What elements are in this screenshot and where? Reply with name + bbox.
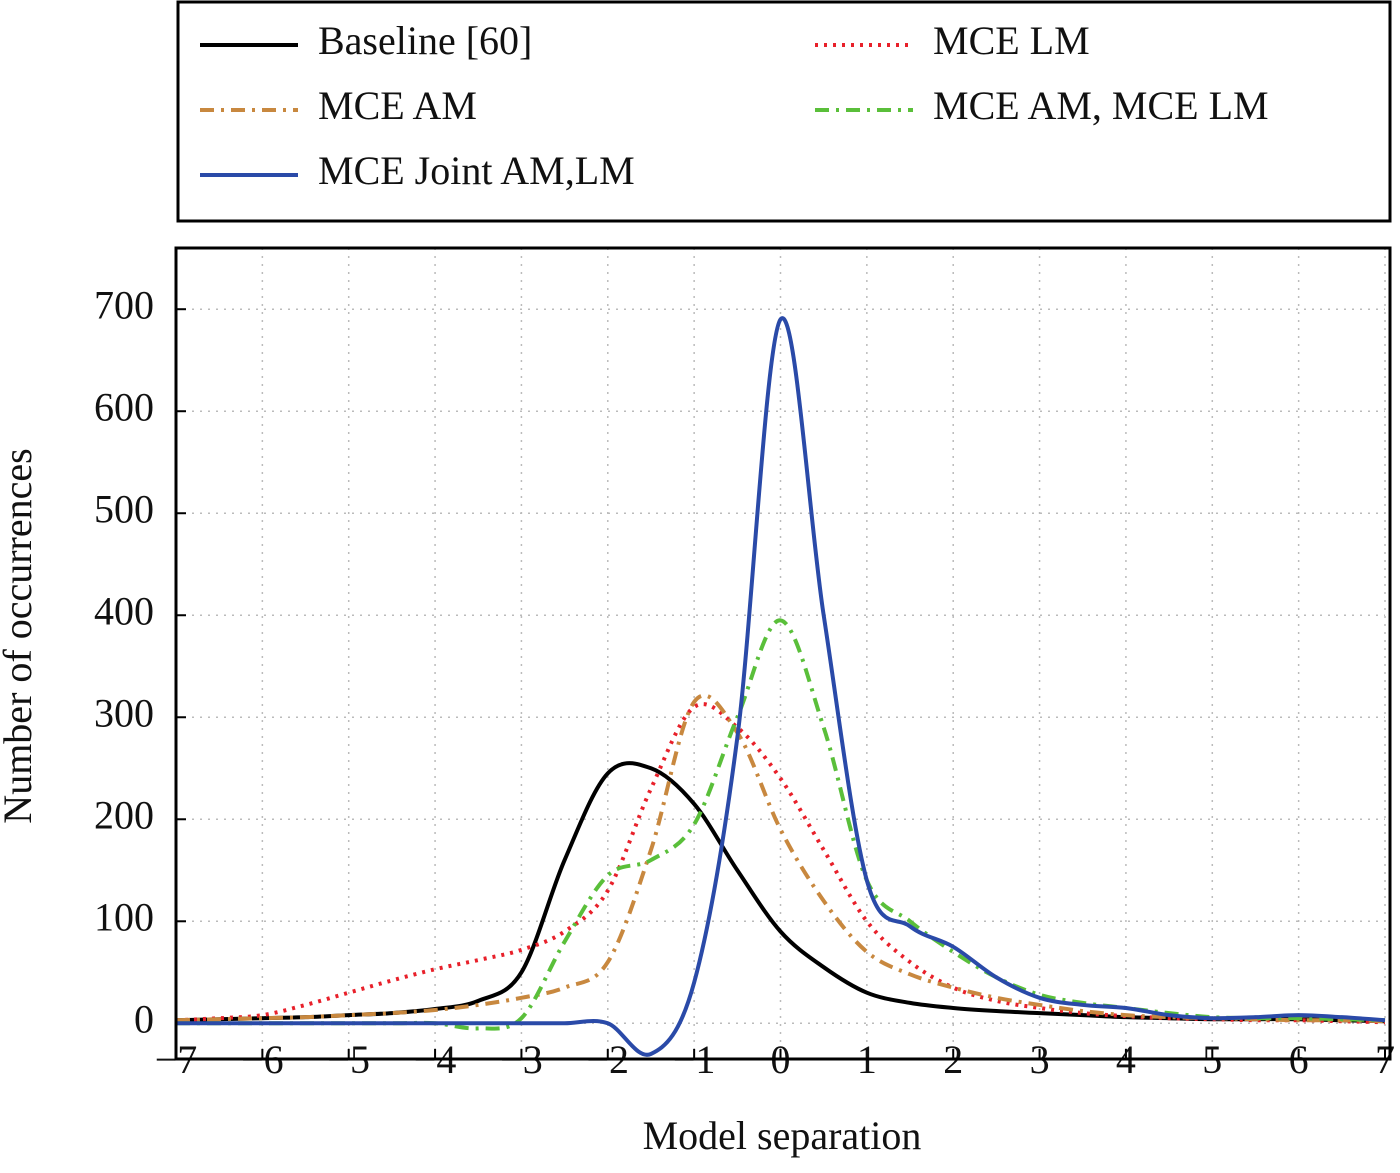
legend-label: MCE LM [933,18,1090,63]
line-series [175,316,1386,1057]
y-tick-label: 700 [94,282,154,327]
y-tick-label: 100 [94,894,154,939]
y-axis-label: Number of occurrences [0,448,40,823]
y-tick-label: 400 [94,588,154,633]
y-tick-label: 0 [134,996,154,1041]
legend-label: MCE AM, MCE LM [933,83,1269,128]
legend-label: MCE Joint AM,LM [318,148,635,193]
plot-frame [174,246,1392,1061]
x-axis-label: Model separation [643,1113,922,1158]
legend-box [176,0,1392,223]
y-tick-label: 300 [94,690,154,735]
line-series [175,702,1386,1025]
y-tick-label: 500 [94,486,154,531]
y-tick-label: 200 [94,792,154,837]
legend-label: MCE AM [318,83,477,128]
line-series [175,618,1386,1031]
y-tick-label: 600 [94,384,154,429]
legend-label: Baseline [60] [318,18,532,63]
line-series [175,693,1386,1024]
